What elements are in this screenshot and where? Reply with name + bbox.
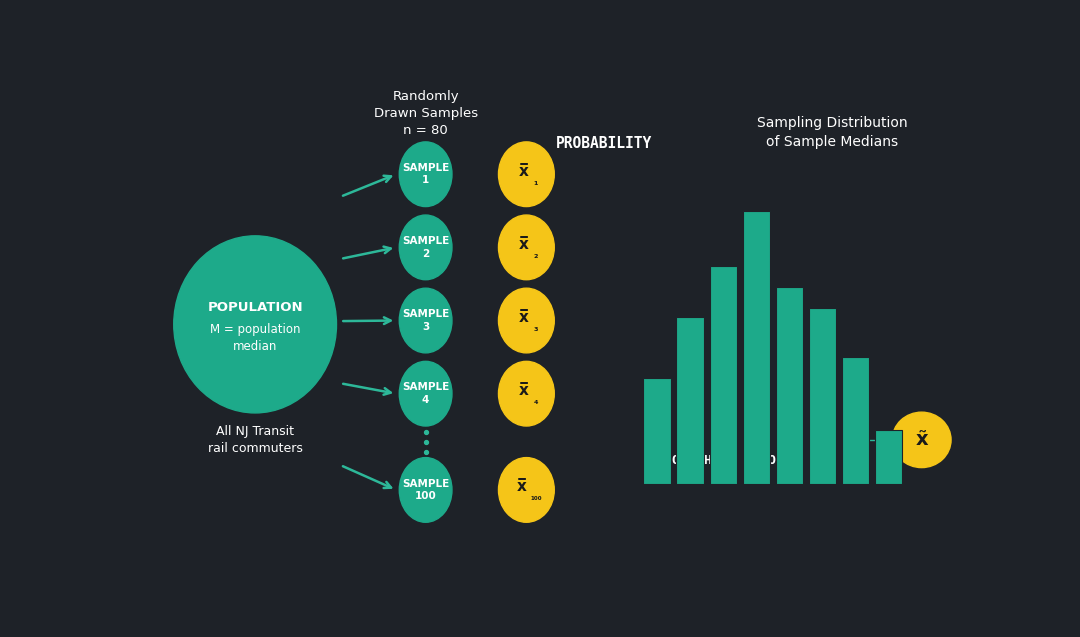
Bar — [875, 429, 902, 484]
Ellipse shape — [400, 361, 451, 426]
Ellipse shape — [499, 142, 554, 206]
Text: x̅: x̅ — [518, 237, 528, 252]
Text: ₃: ₃ — [534, 323, 538, 333]
Text: x̅: x̅ — [518, 164, 528, 178]
Ellipse shape — [400, 288, 451, 353]
Ellipse shape — [174, 236, 337, 413]
Text: SAMPLE
3: SAMPLE 3 — [402, 310, 449, 332]
Text: SAMPLE
4: SAMPLE 4 — [402, 382, 449, 405]
Ellipse shape — [499, 457, 554, 522]
Text: x̃: x̃ — [916, 431, 928, 449]
Ellipse shape — [400, 215, 451, 280]
Text: ₁₀₀: ₁₀₀ — [530, 493, 542, 502]
Text: ₄: ₄ — [534, 396, 538, 406]
Bar — [775, 287, 802, 484]
Text: x̅: x̅ — [517, 480, 527, 494]
Text: PROBABILITY: PROBABILITY — [556, 136, 652, 151]
Bar — [809, 308, 836, 484]
Text: ₂: ₂ — [534, 250, 538, 260]
Bar — [676, 317, 703, 484]
Ellipse shape — [499, 361, 554, 426]
Bar — [842, 357, 869, 484]
Text: x̅: x̅ — [518, 383, 528, 398]
Ellipse shape — [499, 215, 554, 280]
Text: x̅: x̅ — [518, 310, 528, 325]
Ellipse shape — [499, 288, 554, 353]
Ellipse shape — [892, 412, 951, 468]
Text: ₁: ₁ — [534, 177, 538, 187]
Text: SAMPLE
100: SAMPLE 100 — [402, 479, 449, 501]
Text: M = population
median: M = population median — [210, 323, 300, 354]
Ellipse shape — [400, 457, 451, 522]
Bar — [743, 211, 770, 484]
Bar — [710, 266, 737, 484]
Text: All NJ Transit
rail commuters: All NJ Transit rail commuters — [207, 425, 302, 455]
Text: Randomly
Drawn Samples
n = 80: Randomly Drawn Samples n = 80 — [374, 90, 477, 136]
Bar — [644, 378, 671, 484]
Ellipse shape — [400, 142, 451, 206]
Text: SAMPLE
1: SAMPLE 1 — [402, 163, 449, 185]
Text: POPULATION: POPULATION — [207, 301, 302, 314]
Text: Sampling Distribution
of Sample Medians: Sampling Distribution of Sample Medians — [757, 117, 908, 149]
Text: SAMPLE
2: SAMPLE 2 — [402, 236, 449, 259]
Text: HOUSEHOLD INCOME: HOUSEHOLD INCOME — [664, 454, 792, 467]
